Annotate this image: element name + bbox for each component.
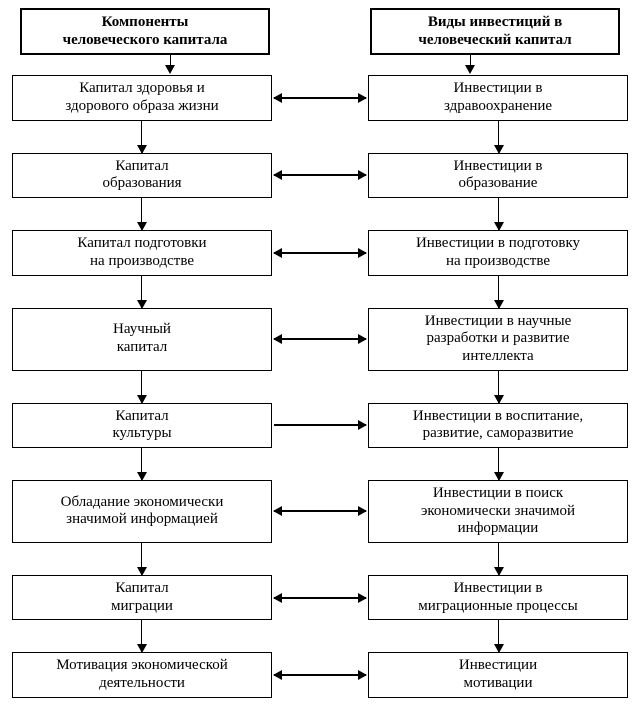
double-arrow-icon [274, 597, 366, 599]
node-text: Инвестиции в [453, 580, 542, 598]
connector [272, 230, 368, 275]
node-text: интеллекта [462, 348, 533, 366]
right-header-line2: человеческий капитал [418, 32, 571, 50]
left-node: Капиталкультуры [12, 403, 272, 448]
left-column-header: Компоненты человеческого капитала [20, 8, 270, 55]
connector [272, 75, 368, 120]
header-row: Компоненты человеческого капитала Виды и… [12, 8, 628, 55]
right-node: Инвестиции в подготовкуна производстве [368, 230, 628, 275]
node-text: мотивации [463, 675, 532, 693]
node-text: Капитал [115, 408, 168, 426]
node-text: капитал [117, 339, 168, 357]
pair-row: Обладание экономическизначимой информаци… [12, 480, 628, 543]
pair-row: Капиталмиграции Инвестиции вмиграционные … [12, 575, 628, 620]
node-text: Инвестиции в воспитание, [413, 408, 583, 426]
double-arrow-icon [274, 510, 366, 512]
header-down-arrows [12, 55, 628, 75]
connector [272, 652, 368, 697]
connector [272, 308, 368, 371]
left-node: Обладание экономическизначимой информаци… [12, 480, 272, 543]
double-arrow-icon [274, 252, 366, 254]
right-node: Инвестициимотивации [368, 652, 628, 697]
node-text: развитие, саморазвитие [423, 425, 574, 443]
node-text: Инвестиции в подготовку [416, 235, 580, 253]
right-node: Инвестиции в воспитание,развитие, самора… [368, 403, 628, 448]
down-arrow-icon [345, 55, 595, 75]
node-text: Инвестиции в [453, 158, 542, 176]
node-text: Инвестиции в научные [425, 313, 572, 331]
node-text: на производстве [446, 253, 550, 271]
node-text: Научный [113, 321, 171, 339]
node-text: здравоохранение [444, 98, 552, 116]
connector [272, 480, 368, 543]
node-text: миграции [111, 598, 173, 616]
node-text: Инвестиции [459, 657, 537, 675]
row-spacer [12, 448, 628, 480]
right-node: Инвестиции в поискэкономически значимойи… [368, 480, 628, 543]
node-text: значимой информацией [66, 511, 218, 529]
pair-row: Капиталкультуры Инвестиции в воспитание,р… [12, 403, 628, 448]
row-spacer [12, 371, 628, 403]
node-text: Инвестиции в поиск [433, 485, 563, 503]
node-text: Капитал здоровья и [79, 80, 204, 98]
node-text: Капитал [115, 580, 168, 598]
pair-row: Мотивация экономическойдеятельности Инвес… [12, 652, 628, 697]
node-text: образования [102, 175, 181, 193]
node-text: Обладание экономически [61, 494, 224, 512]
right-node: Инвестиции вобразование [368, 153, 628, 198]
node-text: миграционные процессы [418, 598, 577, 616]
left-node: Мотивация экономическойдеятельности [12, 652, 272, 697]
right-header-line1: Виды инвестиций в [428, 14, 562, 32]
connector [272, 575, 368, 620]
right-column-header: Виды инвестиций в человеческий капитал [370, 8, 620, 55]
left-node: Капитал здоровья издорового образа жизни [12, 75, 272, 120]
left-node: Научныйкапитал [12, 308, 272, 371]
connector [272, 153, 368, 198]
pair-row: КапиталобразованияИнвестиции вобразовани… [12, 153, 628, 198]
flowchart: Компоненты человеческого капитала Виды и… [12, 8, 628, 698]
down-arrow-icon [45, 55, 295, 75]
node-text: экономически значимой [421, 503, 575, 521]
left-node: Капиталмиграции [12, 575, 272, 620]
row-spacer [12, 543, 628, 575]
pair-row: Капитал здоровья издорового образа жизни… [12, 75, 628, 120]
node-text: культуры [112, 425, 171, 443]
row-spacer [12, 276, 628, 308]
left-header-line2: человеческого капитала [63, 32, 228, 50]
right-node: Инвестиции вздравоохранение [368, 75, 628, 120]
row-spacer [12, 121, 628, 153]
pair-row: Капитал подготовкина производствеИнвести… [12, 230, 628, 275]
double-arrow-icon [274, 174, 366, 176]
node-text: на производстве [90, 253, 194, 271]
node-text: Капитал подготовки [77, 235, 206, 253]
row-spacer [12, 198, 628, 230]
node-text: разработки и развитие [426, 330, 569, 348]
node-text: здорового образа жизни [65, 98, 218, 116]
left-node: Капитал подготовкина производстве [12, 230, 272, 275]
node-text: деятельности [99, 675, 185, 693]
right-node: Инвестиции вмиграционные процессы [368, 575, 628, 620]
left-header-line1: Компоненты [102, 14, 189, 32]
node-text: Капитал [115, 158, 168, 176]
double-arrow-icon [274, 97, 366, 99]
node-text: Мотивация экономической [56, 657, 228, 675]
left-node: Капиталобразования [12, 153, 272, 198]
connector [272, 403, 368, 448]
node-text: Инвестиции в [453, 80, 542, 98]
pair-row: Научныйкапитал Инвестиции в научныеразраб… [12, 308, 628, 371]
row-spacer [12, 620, 628, 652]
arrow-right-icon [274, 424, 366, 426]
right-node: Инвестиции в научныеразработки и развити… [368, 308, 628, 371]
node-text: информации [458, 520, 539, 538]
node-text: образование [459, 175, 538, 193]
double-arrow-icon [274, 674, 366, 676]
double-arrow-icon [274, 338, 366, 340]
